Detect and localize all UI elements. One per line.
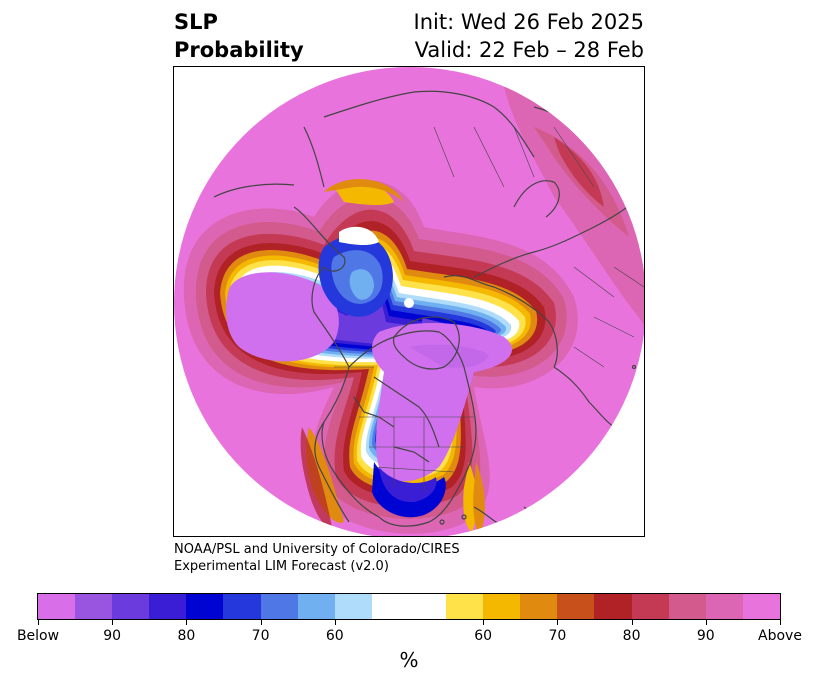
colorbar-tick-mark xyxy=(780,620,781,625)
polar-map xyxy=(173,66,645,537)
colorbar-segment xyxy=(668,594,706,619)
colorbar-segment xyxy=(186,594,224,619)
credit-line1: NOAA/PSL and University of Colorado/CIRE… xyxy=(174,542,460,557)
colorbar-tick-label: 70 xyxy=(251,628,270,644)
colorbar-tick-mark xyxy=(557,620,559,625)
colorbar-tick-label: Below xyxy=(16,628,60,644)
colorbar-segment xyxy=(223,594,261,619)
above-region-eurasia-peak xyxy=(554,137,604,207)
colorbar-segment xyxy=(520,594,558,619)
colorbar-segment xyxy=(483,594,521,619)
colorbar-segment xyxy=(334,594,372,619)
colorbar-segment xyxy=(557,594,595,619)
colorbar-tick-label: 90 xyxy=(103,628,122,644)
colorbar-tick-mark xyxy=(260,620,262,625)
init-date-label: Init: Wed 26 Feb 2025 xyxy=(413,10,644,34)
colorbar-tick-label: 60 xyxy=(325,628,344,644)
colorbar-segment xyxy=(297,594,335,619)
north-pole-marker xyxy=(404,298,414,308)
above-region-eurasia xyxy=(504,87,644,327)
colorbar-segment xyxy=(112,594,150,619)
colorbar-tick-mark xyxy=(334,620,336,625)
probability-map-graphic xyxy=(174,67,644,536)
map-title-dates: Init: Wed 26 Feb 2025 Valid: 22 Feb – 28… xyxy=(414,8,644,64)
colorbar-tick-label: 70 xyxy=(548,628,567,644)
colorbar-segment xyxy=(594,594,632,619)
credit-text: NOAA/PSL and University of Colorado/CIRE… xyxy=(174,541,460,575)
map-title-variable: SLP Probability xyxy=(174,8,304,64)
colorbar-segment xyxy=(260,594,298,619)
colorbar-tick-mark xyxy=(705,620,707,625)
colorbar-unit-label: % xyxy=(399,648,419,672)
title-variable-line2: Probability xyxy=(174,38,304,62)
credit-line2: Experimental LIM Forecast (v2.0) xyxy=(174,559,389,574)
below-region-pacific xyxy=(226,272,339,362)
below-anomaly-pattern xyxy=(183,179,578,535)
colorbar-tick-mark xyxy=(186,620,188,625)
title-variable-line1: SLP xyxy=(174,10,218,34)
colorbar-tick-mark xyxy=(631,620,633,625)
colorbar-segment xyxy=(371,594,447,619)
colorbar-tick-label: 90 xyxy=(696,628,715,644)
colorbar-tick-mark xyxy=(112,620,114,625)
political-borders xyxy=(334,126,644,492)
colorbar-segment xyxy=(38,594,76,619)
colorbar-tick-label: 80 xyxy=(177,628,196,644)
colorbar-tick-label: 60 xyxy=(474,628,493,644)
colorbar-tick-label: Above xyxy=(758,628,802,644)
valid-date-label: Valid: 22 Feb – 28 Feb xyxy=(414,38,644,62)
colorbar xyxy=(37,593,781,620)
colorbar-segment xyxy=(742,594,780,619)
colorbar-segment xyxy=(149,594,187,619)
colorbar-tick-mark xyxy=(38,620,39,625)
colorbar-segment xyxy=(705,594,743,619)
colorbar-segment xyxy=(631,594,669,619)
colorbar-segment xyxy=(75,594,113,619)
colorbar-segment xyxy=(446,594,484,619)
colorbar-tick-label: 80 xyxy=(622,628,641,644)
colorbar-tick-mark xyxy=(483,620,485,625)
